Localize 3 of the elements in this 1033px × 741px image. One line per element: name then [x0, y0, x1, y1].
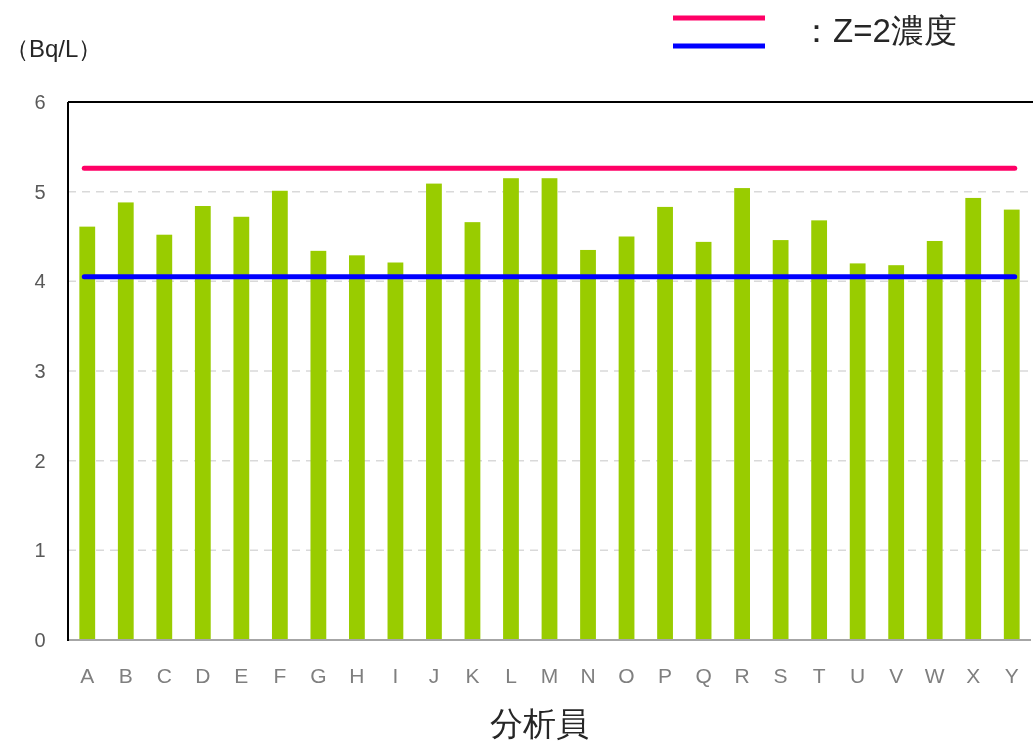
annotation: ：Z=2濃度: [800, 12, 957, 49]
xlabel: 分析員: [490, 705, 589, 741]
ylabel: （Bq/L）: [5, 35, 103, 62]
